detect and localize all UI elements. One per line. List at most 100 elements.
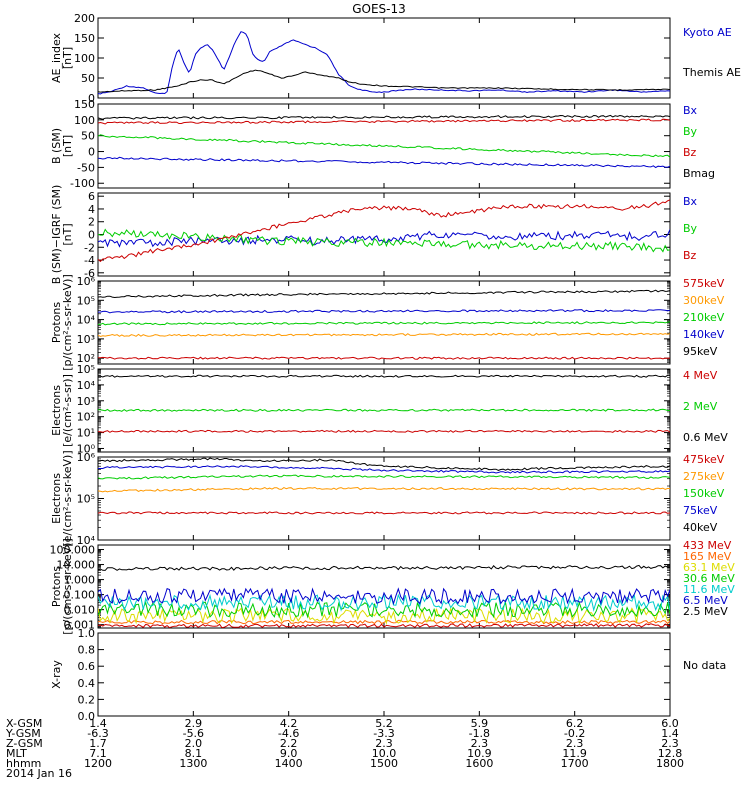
series-line-475kev [98, 511, 670, 515]
y-axis-label-line2: [p/(cm²-s-sr-keV)] [61, 274, 74, 371]
series-group [98, 31, 670, 95]
y-tick-label: 10⁶ [77, 451, 96, 464]
y-axis-label: X-ray [50, 660, 63, 689]
series-line-210kev [98, 321, 670, 326]
series-group [98, 374, 670, 433]
y-tick-label: 10⁰ [77, 442, 96, 455]
legend-40kev: 40keV [683, 521, 718, 534]
y-axis-label-line1: X-ray [50, 660, 63, 689]
y-tick-label: 6 [88, 190, 95, 203]
series-line-6-5-mev [98, 587, 670, 606]
x-axis-value-z-gsm: 2.3 [471, 737, 489, 750]
panel-frame [97, 456, 671, 541]
x-axis-value-z-gsm: 2.0 [185, 737, 203, 750]
y-axis-label-line1: Protons [50, 566, 63, 607]
y-tick-label: 50 [81, 72, 95, 85]
y-tick-label: -50 [77, 161, 95, 174]
y-axis-label-line1: B (SM)−IGRF (SM) [50, 185, 63, 285]
series-line-bx [98, 156, 670, 169]
y-axis-label: Protons[p/(cm²-s-sr-keV)] [50, 538, 74, 635]
y-tick-label: 150 [74, 32, 95, 45]
y-axis-label-line2: [nT] [61, 223, 74, 245]
y-axis-label-line1: Electrons [50, 385, 63, 436]
series-line-4-mev [98, 429, 670, 433]
series-line-kyoto-ae [98, 31, 670, 95]
y-axis-label-line2: [e/(cm²-s-sr)] [61, 374, 74, 447]
legend-275kev: 275keV [683, 470, 725, 483]
y-tick-label: 0.4 [78, 677, 96, 690]
x-axis-value-z-gsm: 2.3 [661, 737, 679, 750]
y-tick-label: 10³ [77, 395, 95, 408]
x-axis-value-x-gsm: 1.4 [89, 717, 107, 730]
x-row-label-hhmm: hhmm [6, 757, 41, 770]
x-axis-value-x-gsm: 4.2 [280, 717, 298, 730]
y-axis-label-line2: [e/(cm²-s-sr-keV)] [61, 450, 74, 546]
y-tick-label: 0 [88, 92, 95, 105]
y-axis-label-line1: Protons [50, 302, 63, 343]
y-tick-label: -100 [70, 177, 95, 190]
x-axis-value-y-gsm: -0.2 [564, 727, 585, 740]
x-axis-value-x-gsm: 5.9 [471, 717, 489, 730]
x-axis-value-y-gsm: 1.4 [661, 727, 679, 740]
y-tick-label: 100.000 [50, 544, 96, 557]
y-tick-label: 100 [74, 114, 95, 127]
panel-electrons1: 10⁰10¹10²10³10⁴10⁵Electrons[e/(cm²-s-sr)… [50, 363, 728, 455]
y-tick-label: -2 [84, 241, 95, 254]
series-line-150kev [98, 474, 670, 480]
legend-bmag: Bmag [683, 167, 715, 180]
y-tick-label: 0.010 [64, 604, 96, 617]
y-tick-label: 4 [88, 203, 95, 216]
x-axis-value-x-gsm: 2.9 [185, 717, 203, 730]
series-line-bx [98, 229, 670, 248]
legend-30-6-mev: 30.6 MeV [683, 572, 735, 585]
y-tick-label: 10⁴ [77, 314, 96, 327]
x-axis-value-hhmm: 1400 [275, 757, 303, 770]
legend-210kev: 210keV [683, 311, 725, 324]
series-line-by [98, 228, 670, 253]
legend-4-mev: 4 MeV [683, 369, 718, 382]
series-line-2-5-mev [98, 564, 670, 571]
series-line-themis-ae [98, 69, 670, 93]
series-line-bmag [98, 114, 670, 120]
legend-by: By [683, 222, 698, 235]
y-tick-label: 0.6 [78, 660, 96, 673]
legend-140kev: 140keV [683, 328, 725, 341]
legend-bx: Bx [683, 195, 698, 208]
legend-themis-ae: Themis AE [682, 66, 741, 79]
series-group [98, 564, 670, 628]
y-tick-label: 10⁴ [77, 534, 96, 547]
legend-433-mev: 433 MeV [683, 539, 732, 552]
y-tick-label: -4 [84, 254, 95, 267]
x-axis-value-mlt: 10.9 [467, 747, 492, 760]
series-group [98, 289, 670, 360]
x-axis-value-z-gsm: 2.3 [375, 737, 393, 750]
series-line-bz [98, 118, 670, 125]
legend-95kev: 95keV [683, 345, 718, 358]
x-row-label-y-gsm: Y-GSM [5, 727, 41, 740]
x-axis-value-y-gsm: -5.6 [183, 727, 204, 740]
x-axis-value-y-gsm: -6.3 [87, 727, 108, 740]
legend-by: By [683, 125, 698, 138]
series-line-140kev [98, 309, 670, 314]
y-axis-label-line2: [p/(cm²-s-sr-keV)] [61, 538, 74, 635]
series-line-433-mev [98, 623, 670, 628]
x-axis-value-y-gsm: -3.3 [373, 727, 394, 740]
y-tick-label: 10⁵ [77, 363, 95, 376]
x-row-label-x-gsm: X-GSM [6, 717, 42, 730]
series-line-75kev [98, 465, 670, 474]
y-tick-label: 10³ [77, 333, 95, 346]
x-axis-value-hhmm: 1500 [370, 757, 398, 770]
x-row-label-z-gsm: Z-GSM [6, 737, 43, 750]
series-group [98, 114, 670, 169]
x-axis-value-hhmm: 1200 [84, 757, 112, 770]
x-axis-value-hhmm: 1600 [465, 757, 493, 770]
series-line-0-6-mev [98, 374, 670, 378]
y-tick-label: 0.2 [78, 693, 96, 706]
legend-575kev: 575keV [683, 277, 725, 290]
y-axis-label: AE_index[nT] [50, 32, 74, 83]
panel-xray: 0.0 0.2 0.4 0.6 0.8 1.0 X-ray No data [50, 627, 726, 723]
series-line-575kev [98, 356, 670, 360]
chart-title: GOES-13 [352, 2, 406, 16]
